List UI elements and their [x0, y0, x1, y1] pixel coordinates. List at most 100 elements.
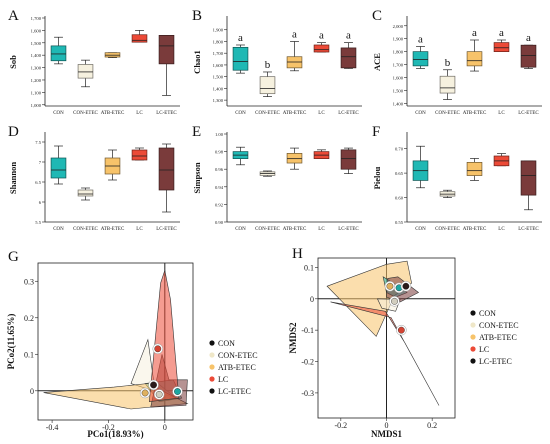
- y-axis-label: Simpson: [192, 162, 202, 193]
- box-body: [158, 147, 175, 191]
- significance-letter: a: [499, 27, 504, 39]
- box-body: [232, 46, 249, 71]
- x-tick-label: CON: [53, 227, 64, 232]
- y-tick-label: 1,400: [31, 53, 42, 59]
- panel-h: H-0.2 0 0.2-0.3-0.2-0.100.1NMDS1NMDS2CONCO…: [288, 246, 519, 439]
- panel-g: G -0.4 -0.2 0 0 0.1 0.2 0.3 PCo1(18.93%) PCo2(11.…: [6, 249, 258, 439]
- panel-b: B 1,300 1,400 1,500 1,600 1,700 1,800 1,900 Chao…: [192, 8, 362, 116]
- x-tick-label: CON-ETEC: [435, 227, 460, 232]
- legend-label: LC-ETEC: [479, 357, 512, 366]
- x-tick-label: ATB-ETEC: [463, 227, 487, 232]
- y-tick-label: 0.3: [24, 277, 34, 286]
- y-tick-label: 1,400: [393, 101, 404, 107]
- panel-c: C 1,400 1,500 1,600 1,700 1,800 1,900 2,000 ACE C…: [372, 8, 542, 116]
- x-tick-label: CON-ETEC: [73, 111, 98, 116]
- legend-marker: [470, 322, 476, 328]
- significance-letter: a: [238, 32, 243, 44]
- centroid-point: [141, 389, 149, 397]
- x-tick-label: LC-ETEC: [156, 227, 177, 232]
- legend-marker: [209, 376, 215, 382]
- box-body: [412, 51, 429, 67]
- legend: CON CON-ETEC ATB-ETEC LC LC-ETEC: [470, 309, 519, 366]
- x-tick-label: ATB-ETEC: [283, 111, 307, 116]
- legend-marker: [209, 388, 215, 394]
- panel-d: D 5.5 6 6.5 7 7.5 Shannon CON CON-ETEC ATB-ETEC LC…: [8, 124, 180, 232]
- y-tick-label: 1,900: [393, 37, 404, 43]
- significance-letter: b: [265, 59, 271, 71]
- y-tick-label: 0.70: [395, 147, 404, 152]
- legend-label: CON: [479, 309, 496, 318]
- y-tick-label: 1,500: [213, 75, 224, 81]
- y-tick-label: 0: [310, 295, 314, 304]
- x-tick-label: CON-ETEC: [73, 227, 98, 232]
- legend-label: CON-ETEC: [218, 351, 258, 360]
- x-tick-label: CON: [415, 227, 426, 232]
- centroid-point: [402, 282, 410, 290]
- x-axis-label: PCo1(18.93%): [87, 429, 143, 439]
- centroid-point: [155, 391, 163, 398]
- legend-label: CON: [218, 339, 235, 348]
- plot-frame: [37, 262, 194, 421]
- x-tick-label: LC-ETEC: [518, 111, 539, 116]
- x-tick-label: ATB-ETEC: [463, 111, 487, 116]
- y-tick-label: 0.94: [215, 185, 224, 190]
- x-tick-label: ATB-ETEC: [101, 227, 125, 232]
- y-tick-label: 1,600: [393, 76, 404, 82]
- x-tick-label: CON-ETEC: [435, 111, 460, 116]
- y-tick-label: 1.00: [215, 132, 224, 137]
- legend-marker: [470, 346, 476, 352]
- x-tick-label: -0.4: [46, 423, 59, 432]
- y-axis-label: Shannon: [8, 162, 18, 194]
- y-axis-label: PCo2(11.65%): [6, 314, 16, 370]
- x-tick-label: CON: [415, 111, 426, 116]
- panel-e: E 0.90 0.92 0.94 0.96 0.98 1.00 Simpson CON CON-E…: [192, 124, 362, 232]
- centroid-point: [174, 388, 181, 395]
- y-tick-label: 1,000: [31, 103, 42, 109]
- x-tick-label: LC: [318, 111, 325, 116]
- y-axis-label: Chao1: [192, 50, 202, 74]
- panel-f: F 0.55 0.60 0.65 0.70 Pielou CON CON-ETEC ATB-ET…: [372, 124, 542, 232]
- x-tick-label: ATB-ETEC: [283, 227, 307, 232]
- significance-letter: b: [445, 57, 451, 69]
- y-tick-label: 1,100: [31, 90, 42, 96]
- box-body: [466, 162, 483, 176]
- x-tick-label: LC-ETEC: [338, 227, 359, 232]
- panel-a: A 1,000 1,100 1,200 1,300 1,400 1,500 1,600 1,70…: [8, 8, 180, 116]
- panel-letter: F: [372, 124, 380, 140]
- box-body: [520, 44, 537, 68]
- legend-label: ATB-ETEC: [218, 363, 256, 372]
- y-tick-label: 1,600: [31, 28, 42, 34]
- significance-letter: a: [319, 30, 324, 42]
- y-tick-label: 1,800: [393, 50, 404, 56]
- legend-marker: [470, 358, 476, 364]
- x-tick-label: CON: [235, 227, 246, 232]
- box-body: [313, 44, 330, 53]
- x-tick-label: 0.2: [427, 421, 437, 430]
- x-tick-label: LC-ETEC: [338, 111, 359, 116]
- x-axis-label: NMDS1: [371, 429, 402, 439]
- x-tick-label: LC: [318, 227, 325, 232]
- x-tick-label: LC: [498, 227, 505, 232]
- centroid-point: [150, 381, 157, 389]
- significance-letter: a: [292, 28, 297, 40]
- legend-label: LC: [479, 345, 489, 354]
- x-tick-label: LC: [136, 227, 143, 232]
- legend-label: LC: [218, 375, 228, 384]
- x-tick-label: ATB-ETEC: [101, 111, 125, 116]
- centroid-point: [397, 326, 405, 334]
- panel-letter: H: [292, 246, 303, 262]
- y-tick-label: 0.96: [215, 167, 224, 172]
- box-body: [439, 75, 456, 94]
- box-body: [50, 45, 67, 62]
- y-tick-label: -0.2: [301, 358, 314, 367]
- y-tick-label: 0.60: [395, 196, 404, 201]
- significance-letter: a: [472, 27, 477, 39]
- box-body: [131, 34, 148, 43]
- panel-letter: D: [8, 124, 19, 140]
- box-body: [286, 153, 303, 164]
- legend-label: ATB-ETEC: [479, 333, 517, 342]
- y-tick-label: 1,300: [213, 98, 224, 104]
- y-tick-label: 1,400: [213, 86, 224, 92]
- x-tick-label: CON-ETEC: [255, 111, 280, 116]
